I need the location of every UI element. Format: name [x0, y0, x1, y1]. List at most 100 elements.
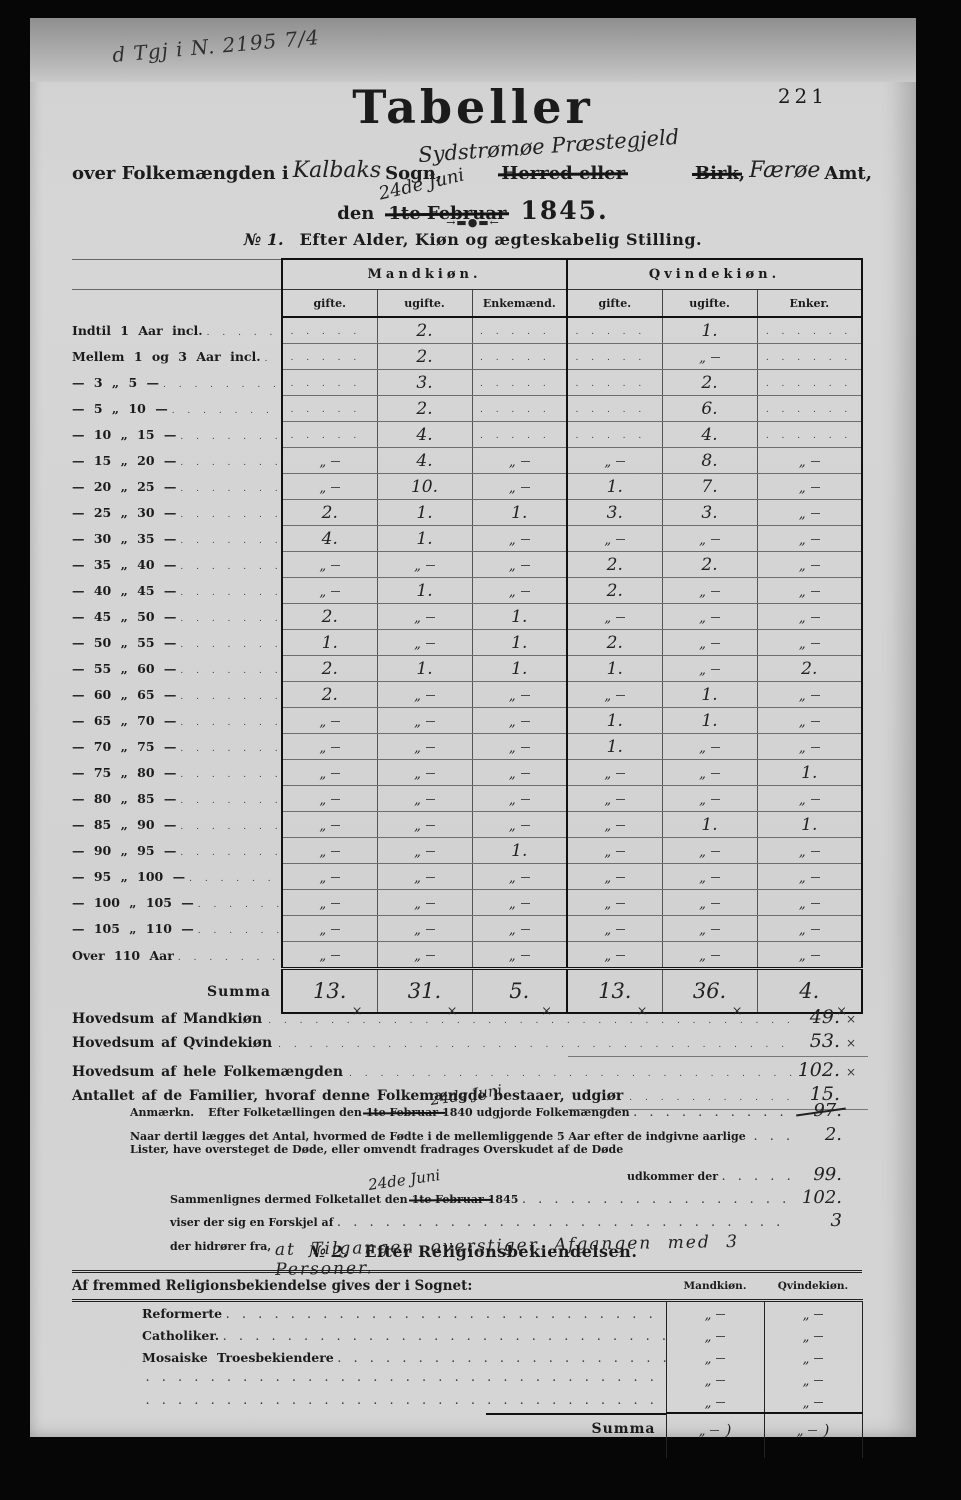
dotted-empty-cell — [576, 431, 655, 441]
printed-year: 1845. — [520, 196, 609, 225]
ditto-mark: „ — [699, 663, 706, 678]
handwritten-value: 2. — [321, 658, 338, 679]
age-row: — 3 „ 5 — 3. 2. — [72, 369, 864, 396]
anm-line3: udkommer der 99. — [130, 1164, 842, 1185]
ditto-dash — [810, 539, 820, 540]
cell-m-gifte — [281, 343, 378, 370]
tail-cell — [665, 1444, 765, 1458]
cell-m-enkemaend: „ — [471, 473, 568, 500]
age-row-label: Over 110 Aar — [72, 948, 281, 963]
ditto-dash — [716, 1335, 726, 1337]
ditto-dash — [808, 1429, 818, 1431]
cell-q-ugifte: 7. — [661, 473, 758, 500]
ditto-mark: „ — [704, 1351, 712, 1367]
cell-m-ugifte: 2. — [376, 316, 473, 344]
religion-cell-qvindekioen: „ — [763, 1324, 863, 1346]
ditto-mark: „ — [508, 897, 516, 912]
ditto-dash — [710, 955, 720, 956]
ditto-dash — [814, 1335, 824, 1337]
age-row: Mellem 1 og 3 Aar incl. 2. „ — [72, 343, 864, 370]
ditto-mark: „ — [704, 1373, 712, 1389]
cell-q-enker — [756, 316, 864, 344]
dotted-empty-cell — [480, 353, 559, 363]
religion-summa-qvindekioen: „) — [763, 1412, 863, 1444]
ditto-dash — [810, 461, 820, 462]
age-row-label-cell: — 100 „ 105 — — [72, 890, 282, 916]
age-row-label-cell: — 40 „ 45 — — [72, 578, 282, 604]
ditto-dash — [716, 1313, 726, 1315]
anm6-text: der hidrører fra, — [170, 1240, 272, 1253]
cell-q-ugifte: 8. — [661, 447, 758, 474]
religion-table: Af fremmed Religionsbekiendelse gives de… — [72, 1270, 863, 1458]
ditto-mark: „ — [796, 1423, 804, 1439]
ditto-mark: „ — [802, 1351, 810, 1367]
cell-m-gifte: „ — [281, 889, 378, 916]
ditto-mark: „ — [798, 585, 806, 600]
anm3-text: udkommer der — [626, 1170, 718, 1183]
cell-m-ugifte: 4. — [376, 421, 473, 448]
ditto-mark: „ — [414, 741, 421, 756]
ditto-dash — [616, 955, 626, 956]
cell-m-enkemaend: „ — [471, 915, 568, 942]
ditto-mark: „ — [508, 585, 516, 600]
check-mark: × — [845, 1012, 857, 1026]
religion-summa-row: Summa „) „) — [72, 1412, 863, 1444]
cell-q-gifte: „ — [566, 863, 663, 890]
ditto-dash — [810, 851, 820, 852]
ditto-dash — [810, 747, 820, 748]
cell-m-ugifte: „ — [376, 759, 473, 786]
ditto-mark: „ — [508, 741, 516, 756]
handwritten-value: 2. — [606, 580, 623, 601]
age-range-text: — 80 „ 85 — — [72, 791, 177, 806]
religion-cell-mandkioen: „ — [665, 1390, 765, 1413]
handwritten-value: 3. — [606, 502, 623, 523]
anm1-value: 97. — [792, 1100, 842, 1121]
age-row-label: — 35 „ 40 — — [72, 557, 281, 572]
printed-over-folkemaengden: over Folkemængden i — [72, 163, 289, 184]
section1-title: № 1. Efter Alder, Kiøn og ægteskabelig S… — [30, 230, 916, 249]
cell-m-enkemaend: „ — [471, 707, 568, 734]
pen-flourish: ) — [725, 1420, 732, 1439]
age-row-label: — 3 „ 5 — — [72, 375, 281, 390]
ditto-mark: „ — [414, 845, 421, 860]
separator-ornament: →▬●▬← — [446, 216, 500, 229]
ditto-dash — [710, 877, 720, 878]
group-header-row: Mandkiøn. Qvindekiøn. — [72, 258, 864, 290]
ditto-dash — [616, 539, 626, 540]
dotted-empty-cell — [576, 353, 655, 363]
age-range-text: — 5 „ 10 — — [72, 401, 168, 416]
dotted-empty-cell — [290, 327, 369, 337]
cell-m-gifte — [281, 369, 378, 396]
age-row-label-cell: — 5 „ 10 — — [72, 396, 282, 422]
religion-name: Reformerte — [142, 1305, 223, 1321]
cell-m-gifte: „ — [281, 941, 378, 969]
age-row-label-cell: — 35 „ 40 — — [72, 552, 282, 578]
dotted-empty-cell — [766, 405, 853, 415]
ditto-mark: „ — [319, 767, 327, 782]
cell-q-enker — [756, 421, 864, 448]
cell-q-enker: „ — [756, 525, 864, 552]
ditto-mark: „ — [604, 923, 612, 938]
ditto-mark: „ — [319, 559, 327, 574]
dotted-leader — [337, 1219, 792, 1229]
cell-m-gifte: „ — [281, 551, 378, 578]
cell-q-enker: „ — [756, 603, 864, 630]
cell-m-gifte: 1. — [281, 629, 378, 656]
dotted-leader — [268, 1016, 794, 1026]
dotted-leader — [172, 406, 281, 416]
cell-q-ugifte: 4. — [661, 421, 758, 448]
total-value: 49. — [809, 1006, 840, 1028]
age-row-label-cell: Over 110 Aar — [72, 942, 282, 969]
ditto-mark: „ — [798, 741, 806, 756]
cell-q-gifte — [566, 343, 663, 370]
age-row: — 50 „ 55 — 1. „ 1. 2. „ „ — [72, 629, 864, 656]
age-row-label-cell: — 15 „ 20 — — [72, 448, 282, 474]
ditto-dash — [810, 721, 820, 722]
subheader-m-gifte: gifte. — [281, 289, 378, 318]
age-row-label-cell: — 105 „ 110 — — [72, 916, 282, 942]
age-row-label-cell: — 65 „ 70 — — [72, 708, 282, 734]
dotted-leader — [180, 536, 281, 546]
handwritten-value: 1. — [701, 320, 718, 341]
printed-amt: Amt, — [824, 163, 872, 184]
ditto-mark: „ — [699, 949, 706, 964]
